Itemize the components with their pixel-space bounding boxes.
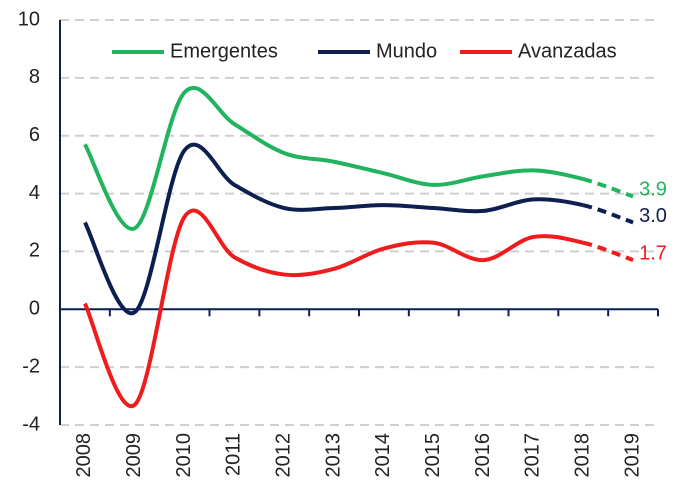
legend-label: Avanzadas bbox=[518, 40, 617, 62]
x-tick-label: 2017 bbox=[522, 433, 544, 478]
value-label: 3.9 bbox=[639, 179, 667, 201]
x-tick-label: 2010 bbox=[173, 433, 195, 478]
x-tick-label: 2013 bbox=[322, 433, 344, 478]
x-tick-label: 2016 bbox=[472, 433, 494, 478]
series-line-forecast bbox=[582, 177, 634, 199]
y-tick-label: 6 bbox=[29, 124, 40, 146]
x-tick-label: 2012 bbox=[273, 433, 295, 478]
y-tick-label: 10 bbox=[18, 8, 40, 30]
x-tick-label: 2019 bbox=[621, 433, 643, 478]
value-label: 1.7 bbox=[639, 242, 667, 264]
y-tick-label: 0 bbox=[29, 298, 40, 320]
series-line-forecast bbox=[582, 203, 634, 225]
x-tick-label: 2014 bbox=[372, 433, 394, 478]
series-line bbox=[83, 142, 584, 316]
y-tick-label: -4 bbox=[22, 413, 40, 435]
value-label: 3.0 bbox=[639, 205, 667, 227]
y-tick-label: 8 bbox=[29, 66, 40, 88]
x-tick-label: 2009 bbox=[123, 433, 145, 478]
x-tick-label: 2008 bbox=[73, 433, 95, 478]
series-line bbox=[83, 208, 584, 409]
legend-label: Emergentes bbox=[170, 40, 278, 62]
legend-label: Mundo bbox=[376, 40, 437, 62]
x-tick-label: 2018 bbox=[572, 433, 594, 478]
x-tick-label: 2011 bbox=[223, 433, 245, 476]
y-tick-label: -2 bbox=[22, 355, 40, 377]
series-line bbox=[83, 86, 584, 231]
x-tick-label: 2015 bbox=[422, 433, 444, 478]
y-tick-label: 4 bbox=[29, 182, 40, 204]
y-tick-label: 2 bbox=[29, 240, 40, 262]
series-line-forecast bbox=[582, 240, 634, 262]
